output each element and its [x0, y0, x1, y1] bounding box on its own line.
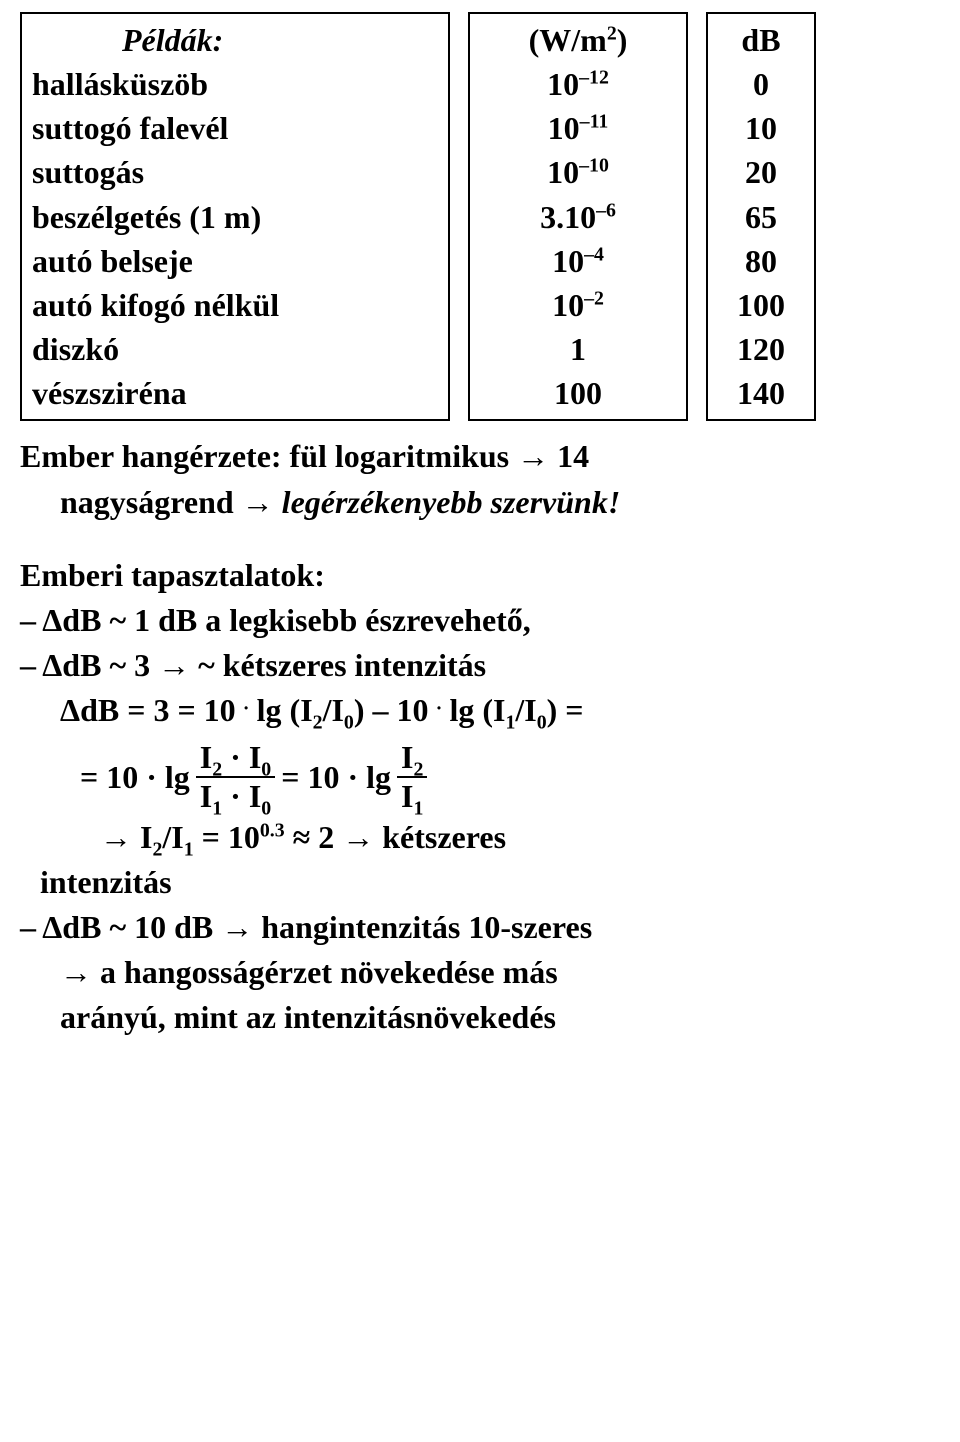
table-row-wm: 10–2: [480, 283, 676, 327]
experiences-title: Emberi tapasztalatok:: [20, 554, 940, 597]
table-row-wm: 100: [480, 371, 676, 415]
db-column: dB 010206580100120140: [706, 12, 816, 421]
table-row-db: 120: [718, 327, 804, 371]
result-line-2: intenzitás: [20, 861, 940, 904]
db-header: dB: [718, 18, 804, 62]
table-row-db: 100: [718, 283, 804, 327]
table-row-wm: 10–11: [480, 106, 676, 150]
labels-header: Példák:: [32, 18, 438, 62]
table-row-db: 20: [718, 150, 804, 194]
fraction-2: I2 I1: [397, 741, 427, 814]
fraction-1: I2 · I0 I1 · I0: [196, 741, 275, 814]
table-row-wm: 10–12: [480, 62, 676, 106]
equation-1: ΔdB = 3 = 10 . lg (I2/I0) – 10 . lg (I1/…: [20, 689, 940, 732]
table-row-label: autó belseje: [32, 239, 438, 283]
bullet-3-line-2: → a hangosságérzet növekedése más: [20, 951, 940, 994]
examples-table: Példák: hallásküszöbsuttogó falevélsutto…: [20, 12, 940, 421]
table-row-db: 0: [718, 62, 804, 106]
table-row-wm: 1: [480, 327, 676, 371]
table-row-wm: 3.10–6: [480, 195, 676, 239]
table-row-db: 80: [718, 239, 804, 283]
wm-column: (W/m2) 10–1210–1110–103.10–610–410–21100: [468, 12, 688, 421]
bullet-2: – ΔdB ~ 3 → ~ kétszeres intenzitás: [20, 644, 940, 687]
bullet-3-line-1: – ΔdB ~ 10 dB → hangintenzitás 10-szeres: [20, 906, 940, 949]
table-row-db: 65: [718, 195, 804, 239]
table-row-label: diszkó: [32, 327, 438, 371]
table-row-label: autó kifogó nélkül: [32, 283, 438, 327]
table-row-wm: 10–10: [480, 150, 676, 194]
equation-2: = 10 · lg I2 · I0 I1 · I0 = 10 · lg I2 I…: [80, 741, 940, 814]
wm-header: (W/m2): [480, 18, 676, 62]
result-line-1: → I2/I1 = 100.3 ≈ 2 → kétszeres: [20, 816, 940, 859]
sensitivity-text: Ember hangérzete: fül logaritmikus → 14 …: [20, 435, 940, 523]
table-row-label: hallásküszöb: [32, 62, 438, 106]
table-row-db: 10: [718, 106, 804, 150]
sensitivity-line-2: nagyságrend → legérzékenyebb szervünk!: [20, 481, 940, 524]
sensitivity-line-1: Ember hangérzete: fül logaritmikus → 14: [20, 435, 940, 478]
table-row-label: suttogó falevél: [32, 106, 438, 150]
table-row-label: suttogás: [32, 150, 438, 194]
labels-column: Példák: hallásküszöbsuttogó falevélsutto…: [20, 12, 450, 421]
bullet-1: – ΔdB ~ 1 dB a legkisebb észrevehető,: [20, 599, 940, 642]
table-row-label: beszélgetés (1 m): [32, 195, 438, 239]
table-row-db: 140: [718, 371, 804, 415]
table-row-wm: 10–4: [480, 239, 676, 283]
table-row-label: vészsziréna: [32, 371, 438, 415]
experiences-block: Emberi tapasztalatok: – ΔdB ~ 1 dB a leg…: [20, 554, 940, 1040]
bullet-3-line-3: arányú, mint az intenzitásnövekedés: [20, 996, 940, 1039]
